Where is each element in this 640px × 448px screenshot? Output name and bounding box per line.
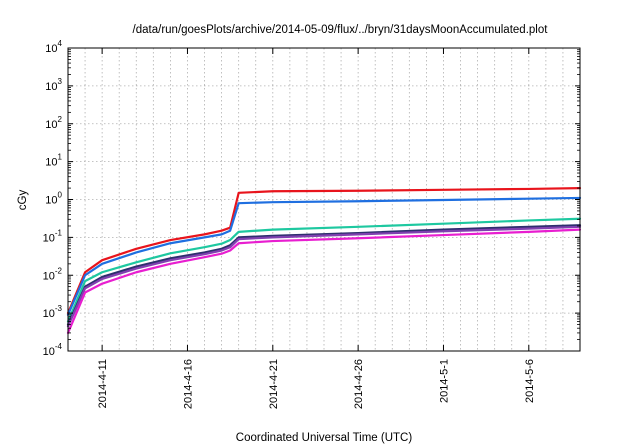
series-lines <box>66 187 582 335</box>
y-tick-label: 10-4 <box>43 342 63 358</box>
y-tick-labels: 10-4 10-3 10-2 10-1 100 101 102 103 104 <box>43 39 63 358</box>
y-tick-label: 102 <box>45 115 62 131</box>
x-tick-label: 2014-4-11 <box>97 359 109 408</box>
x-tick-label: 2014-4-21 <box>268 359 280 409</box>
y-tick-label: 101 <box>45 153 62 169</box>
series-line-5 <box>66 225 582 328</box>
series-line-3 <box>66 217 582 323</box>
grid-lines <box>68 48 580 351</box>
y-tick-label: 10-1 <box>43 228 63 244</box>
x-tick-label: 2014-5-6 <box>524 359 536 403</box>
series-line-2 <box>66 196 582 316</box>
y-tick-label: 104 <box>45 39 62 55</box>
x-tick-labels: 2014-4-11 2014-4-16 2014-4-21 2014-4-26 2014… <box>97 359 536 409</box>
y-tick-label: 100 <box>45 191 62 207</box>
y-axis-label: cGy <box>17 190 29 211</box>
x-axis-label: Coordinated Universal Time (UTC) <box>236 432 413 444</box>
x-tick-label: 2014-4-26 <box>353 359 365 409</box>
series-line-1 <box>66 187 582 315</box>
x-tick-label: 2014-4-16 <box>182 359 194 409</box>
chart-title: /data/run/goesPlots/archive/2014-05-09/f… <box>133 24 549 36</box>
y-tick-label: 10-2 <box>43 266 63 282</box>
y-tick-label: 10-3 <box>43 304 63 320</box>
x-tick-label: 2014-5-1 <box>438 359 450 403</box>
series-line-4 <box>66 224 582 326</box>
ticks <box>68 47 580 352</box>
series-line-6 <box>66 228 582 335</box>
y-tick-label: 103 <box>45 77 62 93</box>
